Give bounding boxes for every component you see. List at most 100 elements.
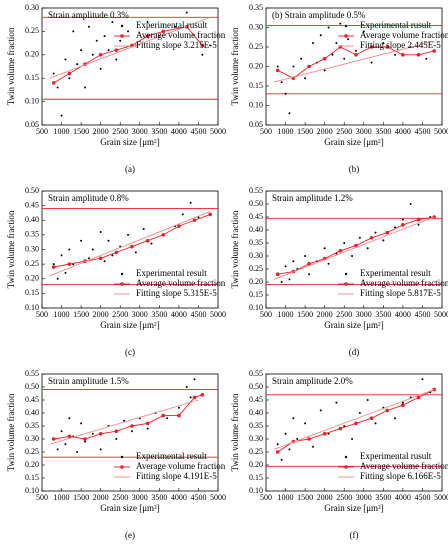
- y-tick-label: 0.35: [249, 421, 263, 430]
- y-tick-label: 0.20: [249, 61, 263, 70]
- fit-line: [49, 16, 211, 79]
- x-tick-label: 2500: [112, 493, 128, 502]
- average-marker: [416, 53, 421, 57]
- data-point: [209, 44, 212, 47]
- legend-swatch: [120, 24, 124, 28]
- y-tick-label: 0.30: [25, 3, 39, 12]
- data-point: [311, 42, 314, 45]
- y-axis-label: Twin volume fraction: [230, 27, 240, 105]
- x-tick-label: 500: [260, 493, 272, 502]
- data-point: [91, 248, 94, 251]
- y-tick-label: 0.10: [25, 303, 39, 312]
- y-tick-label: 0.20: [249, 277, 263, 286]
- x-tick-label: 5000: [434, 493, 448, 502]
- average-marker: [192, 395, 197, 400]
- legend-label: Experimental rusult: [136, 20, 208, 30]
- x-tick-label: 3000: [132, 127, 148, 136]
- data-point: [331, 53, 334, 56]
- legend-swatch: [120, 282, 124, 286]
- x-tick-label: 1000: [54, 493, 70, 502]
- average-marker: [51, 437, 56, 441]
- average-marker: [432, 49, 436, 53]
- average-marker: [51, 265, 56, 269]
- average-marker: [161, 29, 166, 34]
- x-tick-label: 4000: [395, 493, 411, 502]
- y-axis-label: Twin volume fraction: [6, 393, 16, 471]
- average-marker: [208, 212, 212, 217]
- data-point: [288, 448, 291, 451]
- data-point: [343, 242, 346, 244]
- x-tick-label: 1500: [73, 127, 89, 136]
- data-point: [374, 231, 377, 234]
- x-tick-label: 1500: [297, 310, 313, 319]
- data-point: [91, 53, 94, 56]
- y-tick-label: 0.15: [249, 81, 263, 90]
- legend-label: Fitting slope 5.817E-5: [360, 288, 441, 298]
- data-point: [284, 265, 287, 268]
- data-point: [280, 458, 283, 461]
- y-tick-label: 0.20: [249, 460, 263, 469]
- legend-label: Average volume fraction: [360, 30, 448, 40]
- x-axis-label: Grain size [μm²]: [100, 320, 160, 330]
- data-point: [72, 30, 75, 33]
- data-point: [193, 378, 196, 381]
- data-point: [150, 242, 153, 245]
- data-point: [130, 430, 133, 433]
- x-tick-label: 4500: [190, 127, 206, 136]
- y-tick-label: 0.25: [25, 447, 39, 456]
- legend-swatch: [344, 282, 348, 286]
- y-tick-label: 0.50: [249, 199, 263, 208]
- x-tick-label: 500: [36, 127, 48, 136]
- average-marker: [145, 421, 150, 426]
- x-tick-label: 1500: [297, 493, 313, 502]
- data-point: [146, 21, 149, 24]
- data-point: [327, 262, 330, 265]
- x-axis-label: Grain size [μm²]: [100, 503, 160, 513]
- y-tick-label: 0.30: [249, 251, 263, 260]
- y-tick-label: 0.40: [25, 215, 39, 224]
- panel-caption: (d): [349, 347, 360, 357]
- x-tick-label: 1500: [73, 493, 89, 502]
- average-marker: [416, 395, 421, 400]
- data-point: [146, 427, 149, 430]
- average-marker: [114, 48, 119, 52]
- data-point: [284, 432, 287, 435]
- data-point: [327, 432, 330, 435]
- data-point: [76, 451, 79, 453]
- data-point: [56, 86, 59, 89]
- x-tick-label: 2500: [112, 127, 128, 136]
- x-tick-label: 3500: [375, 310, 391, 319]
- x-tick-label: 3000: [356, 310, 372, 319]
- legend-label: Experimental rusult: [360, 451, 432, 461]
- average-marker: [161, 233, 166, 237]
- average-marker: [401, 403, 405, 408]
- data-point: [358, 412, 361, 414]
- legend-swatch: [344, 465, 348, 469]
- average-marker: [98, 256, 103, 261]
- data-point: [304, 422, 307, 425]
- data-point: [276, 443, 279, 446]
- data-point: [366, 399, 369, 401]
- x-tick-label: 5000: [434, 310, 448, 319]
- average-marker: [385, 45, 390, 49]
- average-marker: [98, 53, 103, 57]
- y-tick-label: 0.45: [25, 200, 39, 209]
- data-point: [56, 277, 59, 280]
- data-point: [319, 34, 322, 37]
- x-tick-label: 2000: [317, 127, 333, 136]
- y-tick-label: 0.50: [249, 382, 263, 391]
- data-point: [127, 233, 130, 236]
- panel-title: Strain amplitude 0.3%: [48, 10, 129, 20]
- legend-swatch: [120, 455, 124, 459]
- average-marker: [161, 413, 166, 418]
- x-axis-label: Grain size [μm²]: [100, 137, 160, 147]
- x-tick-label: 4500: [414, 310, 430, 319]
- y-tick-label: 0.35: [249, 3, 263, 12]
- data-point: [95, 39, 98, 42]
- average-marker: [354, 243, 358, 248]
- data-point: [134, 251, 137, 254]
- average-marker: [114, 250, 119, 255]
- data-point: [300, 57, 303, 60]
- legend-label: Experimental result: [360, 268, 431, 278]
- data-point: [409, 203, 412, 205]
